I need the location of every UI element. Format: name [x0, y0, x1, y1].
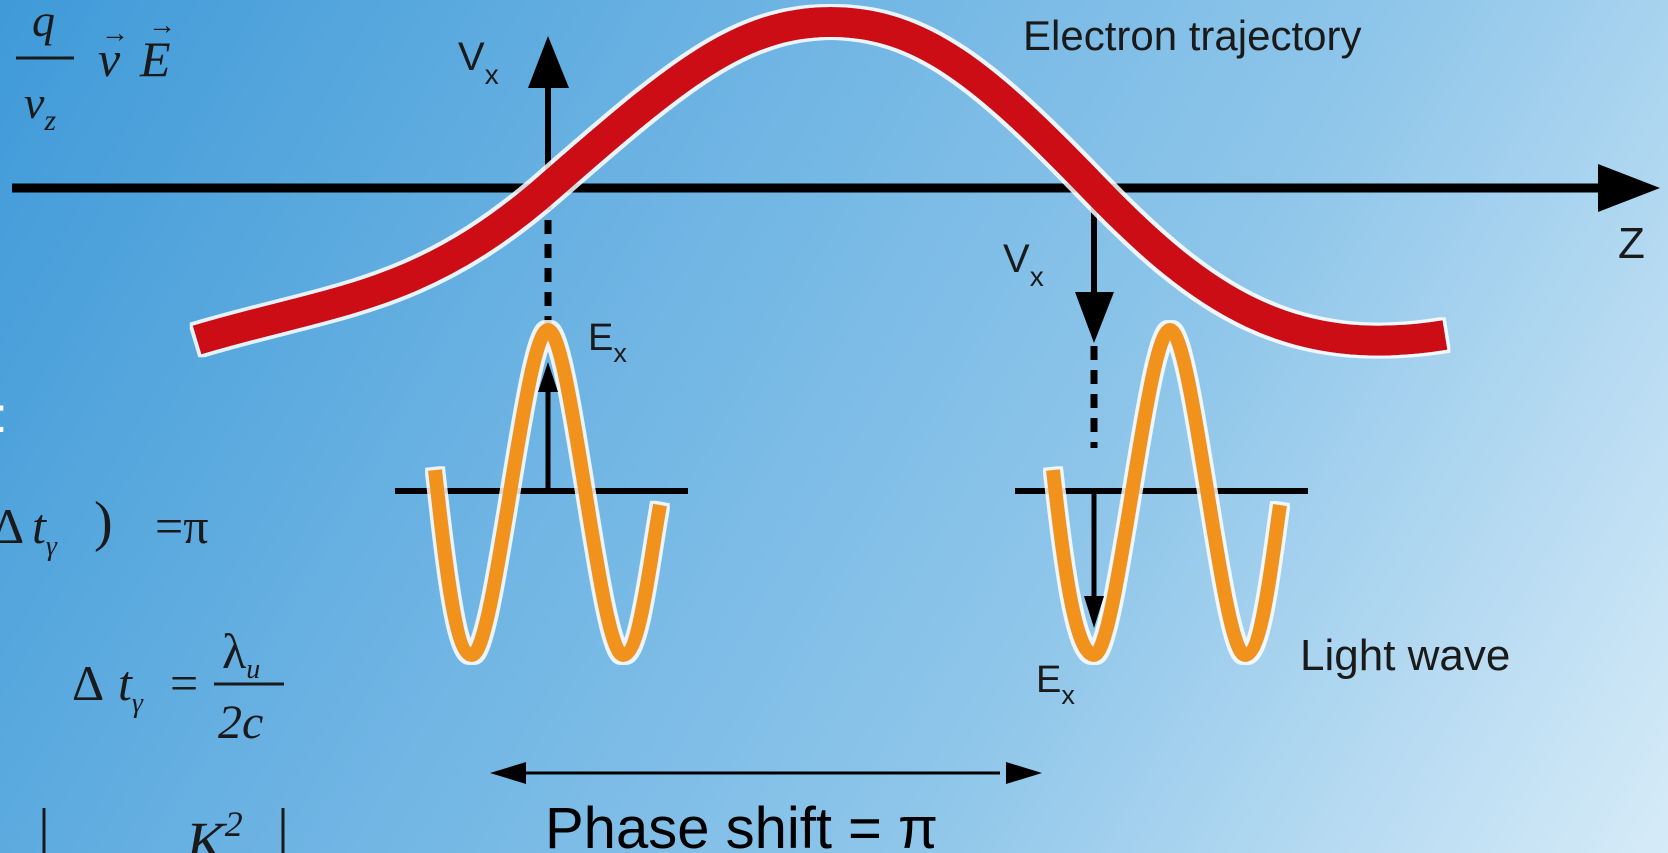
eq2-equals: =: [170, 655, 198, 711]
equation-phase-condition: Δ tγ ) =π: [0, 491, 208, 562]
phase-shift-label: Phase shift = π: [545, 796, 938, 853]
vx-up-arrowhead: [528, 36, 569, 88]
eq2-numerator: λu: [222, 623, 260, 685]
eq1-t: tγ: [32, 498, 58, 562]
eq2-t: tγ: [118, 655, 144, 719]
frac-numerator: q: [32, 0, 55, 46]
equation-force-term: q vz v → E →: [16, 0, 176, 137]
equation-resonance-fragment: K2: [42, 804, 285, 853]
eq1-rparen: ): [94, 491, 113, 553]
vx-down-arrowhead: [1075, 292, 1114, 343]
eq3-K: K2: [185, 804, 243, 853]
vec-v-symbol: v: [98, 31, 121, 87]
light-wave-left: [428, 322, 667, 663]
eq2-delta: Δ: [72, 655, 104, 711]
vx-label-right: Vx: [1003, 237, 1044, 292]
ex-label-right: Ex: [1036, 659, 1075, 710]
phase-shift-arrowhead-left: [490, 762, 526, 784]
ex-up-arrowhead: [538, 362, 558, 392]
colon-fragment[interactable]: :: [0, 387, 8, 443]
eq1-rhs: =π: [155, 498, 208, 554]
z-axis-label: Z: [1618, 219, 1645, 268]
ex-down-arrowhead: [1084, 596, 1104, 628]
eq2-denominator: 2c: [218, 696, 263, 749]
vx-label-left: Vx: [458, 35, 499, 90]
z-axis-arrowhead: [1598, 164, 1660, 212]
electron-trajectory-label: Electron trajectory: [1023, 12, 1361, 59]
vec-E-arrow: →: [148, 10, 176, 41]
eq1-delta: Δ: [0, 498, 24, 554]
phase-shift-arrowhead-right: [1006, 762, 1042, 784]
ex-label-left: Ex: [588, 317, 627, 368]
frac-denominator: vz: [24, 77, 56, 137]
vec-v-arrow: →: [101, 18, 129, 49]
light-wave-right: [1046, 322, 1287, 663]
equation-delta-t: Δ tγ = λu 2c: [72, 623, 284, 749]
light-wave-label: Light wave: [1300, 631, 1510, 680]
electron-trajectory-curve: [192, 6, 1448, 356]
vec-E-symbol: E: [139, 31, 171, 87]
